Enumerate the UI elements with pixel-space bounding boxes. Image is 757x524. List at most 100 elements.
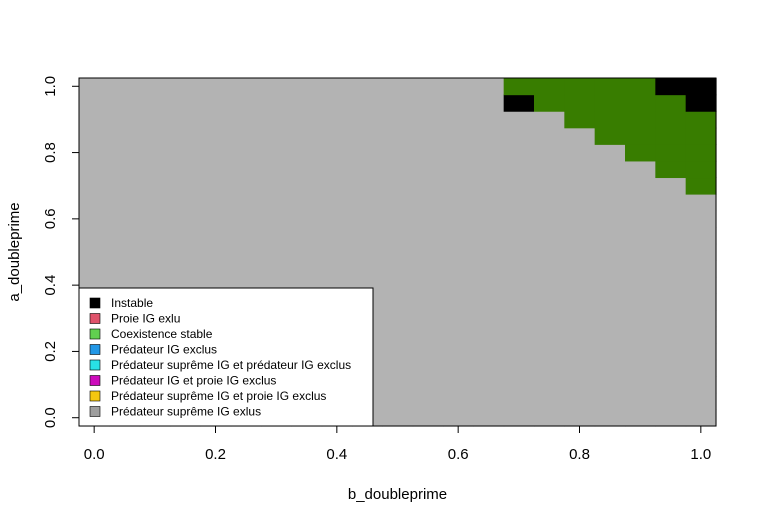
heatmap-cell-10-18 <box>382 111 414 129</box>
heatmap-cell-12-12 <box>443 210 474 228</box>
heatmap-cell-17-6 <box>594 310 626 328</box>
heatmap-cell-17-0 <box>594 409 626 427</box>
heatmap-cell-17-17 <box>594 127 626 145</box>
heatmap-cell-5-17 <box>230 127 262 145</box>
heatmap-cell-16-8 <box>564 276 596 295</box>
heatmap-cell-15-12 <box>534 210 565 228</box>
heatmap-cell-2-10 <box>139 243 171 261</box>
heatmap-cell-2-16 <box>139 144 171 162</box>
heatmap-cell-15-19 <box>534 94 565 112</box>
heatmap-cell-11-14 <box>412 177 444 195</box>
heatmap-cell-9-20 <box>352 78 383 96</box>
heatmap-cell-16-16 <box>564 144 596 162</box>
heatmap-cell-2-18 <box>139 111 171 129</box>
heatmap-cell-16-11 <box>564 227 596 245</box>
heatmap-cell-4-16 <box>200 144 232 162</box>
heatmap-cell-12-3 <box>443 359 474 377</box>
heatmap-cell-8-16 <box>321 144 353 162</box>
heatmap-cell-10-1 <box>382 392 414 411</box>
heatmap-cell-11-16 <box>412 144 444 162</box>
heatmap-cell-3-13 <box>170 194 201 212</box>
heatmap-cell-10-16 <box>382 144 414 162</box>
heatmap-cell-10-15 <box>382 160 414 179</box>
heatmap-cell-18-15 <box>625 160 656 179</box>
heatmap-cell-14-18 <box>503 111 535 129</box>
heatmap-cell-2-9 <box>139 260 171 278</box>
heatmap-cell-8-14 <box>321 177 353 195</box>
heatmap-cell-18-14 <box>625 177 656 195</box>
legend-box <box>78 287 374 427</box>
heatmap-cell-10-11 <box>382 227 414 245</box>
heatmap-cell-13-0 <box>473 409 505 427</box>
heatmap-cell-6-16 <box>261 144 292 162</box>
heatmap-cell-8-15 <box>321 160 353 179</box>
heatmap-cell-17-13 <box>594 194 626 212</box>
heatmap-cell-18-18 <box>625 111 656 129</box>
heatmap-cell-9-11 <box>352 227 383 245</box>
heatmap-cell-18-17 <box>625 127 656 145</box>
heatmap-cell-15-14 <box>534 177 565 195</box>
heatmap-cell-5-11 <box>230 227 262 245</box>
heatmap-cell-9-17 <box>352 127 383 145</box>
heatmap-cell-13-8 <box>473 276 505 295</box>
heatmap-cell-6-15 <box>261 160 292 179</box>
heatmap-cell-7-14 <box>291 177 323 195</box>
heatmap-cell-6-20 <box>261 78 292 96</box>
heatmap-cell-15-6 <box>534 310 565 328</box>
heatmap-cell-6-19 <box>261 94 292 112</box>
heatmap-cell-13-11 <box>473 227 505 245</box>
heatmap-cell-1-11 <box>109 227 141 245</box>
heatmap-cell-14-1 <box>503 392 535 411</box>
heatmap-cell-12-15 <box>443 160 474 179</box>
heatmap-cell-20-9 <box>685 260 717 278</box>
heatmap-cell-12-5 <box>443 326 474 344</box>
heatmap-cell-4-20 <box>200 78 232 96</box>
y-tick-label: 1.0 <box>42 76 59 97</box>
legend-swatch <box>89 390 101 402</box>
heatmap-cell-16-10 <box>564 243 596 261</box>
heatmap-cell-9-16 <box>352 144 383 162</box>
heatmap-cell-8-18 <box>321 111 353 129</box>
heatmap-cell-19-18 <box>655 111 687 129</box>
heatmap-cell-12-6 <box>443 310 474 328</box>
heatmap-cell-4-13 <box>200 194 232 212</box>
heatmap-cell-7-9 <box>291 260 323 278</box>
heatmap-cell-16-18 <box>564 111 596 129</box>
heatmap-cell-17-1 <box>594 392 626 411</box>
heatmap-cell-15-18 <box>534 111 565 129</box>
heatmap-cell-4-19 <box>200 94 232 112</box>
heatmap-cell-11-18 <box>412 111 444 129</box>
heatmap-cell-15-9 <box>534 260 565 278</box>
heatmap-cell-9-15 <box>352 160 383 179</box>
heatmap-cell-13-19 <box>473 94 505 112</box>
heatmap-cell-19-13 <box>655 194 687 212</box>
heatmap-cell-0-14 <box>79 177 110 195</box>
heatmap-cell-15-15 <box>534 160 565 179</box>
heatmap-cell-4-14 <box>200 177 232 195</box>
heatmap-cell-6-13 <box>261 194 292 212</box>
heatmap-cell-15-2 <box>534 376 565 394</box>
heatmap-cell-8-20 <box>321 78 353 96</box>
heatmap-cell-0-11 <box>79 227 110 245</box>
heatmap-cell-6-17 <box>261 127 292 145</box>
heatmap-cell-11-4 <box>412 343 444 361</box>
heatmap-cell-10-10 <box>382 243 414 261</box>
heatmap-cell-20-5 <box>685 326 717 344</box>
heatmap-cell-17-8 <box>594 276 626 295</box>
x-tick-label: 1.0 <box>690 446 711 463</box>
legend-swatch <box>89 328 101 340</box>
heatmap-cell-8-9 <box>321 260 353 278</box>
heatmap-cell-12-17 <box>443 127 474 145</box>
heatmap-cell-20-7 <box>685 293 717 311</box>
y-tick-label: 0.2 <box>42 341 59 362</box>
heatmap-cell-10-3 <box>382 359 414 377</box>
heatmap-cell-3-20 <box>170 78 201 96</box>
heatmap-cell-19-2 <box>655 376 687 394</box>
heatmap-cell-10-4 <box>382 343 414 361</box>
heatmap-cell-3-16 <box>170 144 201 162</box>
heatmap-cell-10-13 <box>382 194 414 212</box>
heatmap-cell-6-18 <box>261 111 292 129</box>
heatmap-cell-12-4 <box>443 343 474 361</box>
heatmap-cell-14-0 <box>503 409 535 427</box>
